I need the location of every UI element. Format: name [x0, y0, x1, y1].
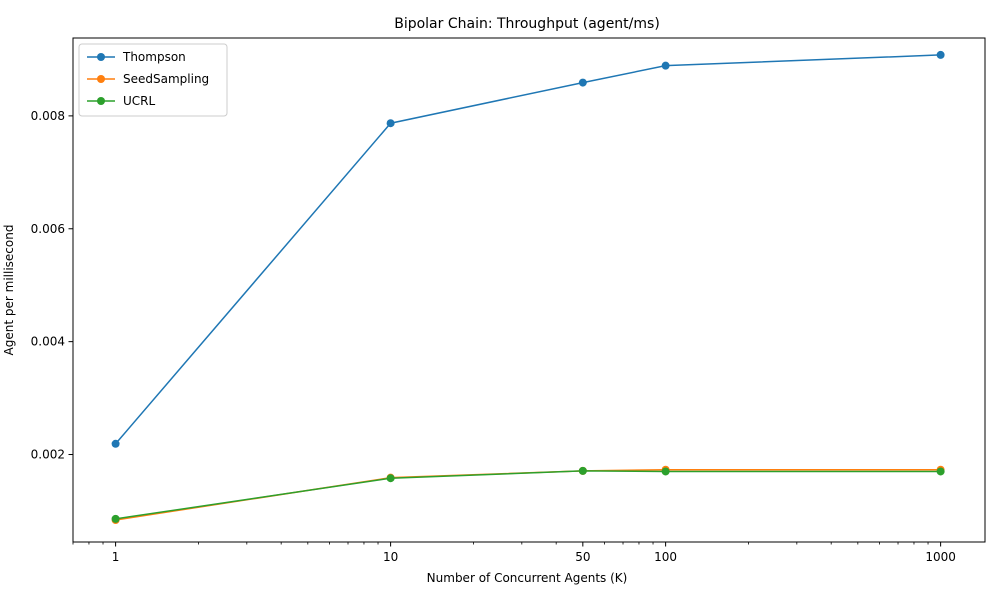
legend: Thompson SeedSampling UCRL: [78, 43, 228, 117]
x-tick-label: 1: [112, 550, 120, 564]
data-point-ucrl: [111, 514, 120, 523]
legend-box: [78, 43, 228, 117]
legend-marker-thompson: [97, 53, 105, 61]
y-tick-label: 0.008: [31, 109, 65, 123]
data-point-thompson: [661, 61, 670, 70]
legend-label-seedsampling: SeedSampling: [123, 72, 209, 86]
legend-item-thompson: Thompson: [87, 50, 186, 64]
legend-label-thompson: Thompson: [122, 50, 186, 64]
x-tick-label: 50: [575, 550, 590, 564]
x-tick-label: 1000: [925, 550, 956, 564]
series-thompson: [111, 50, 945, 448]
data-point-ucrl: [578, 466, 587, 475]
y-tick-label: 0.002: [31, 448, 65, 462]
legend-label-ucrl: UCRL: [123, 94, 156, 108]
data-point-thompson: [111, 439, 120, 448]
chart-title: Bipolar Chain: Throughput (agent/ms): [394, 16, 660, 32]
legend-marker-ucrl: [97, 97, 105, 105]
legend-item-seedsampling: SeedSampling: [87, 72, 209, 86]
data-point-ucrl: [386, 474, 395, 483]
data-point-ucrl: [936, 467, 945, 476]
y-tick-label: 0.004: [31, 335, 65, 349]
data-point-ucrl: [661, 467, 670, 476]
x-axis: 1 10 50 100 1000: [72, 542, 956, 564]
data-point-thompson: [386, 119, 395, 128]
series-line-seedsampling: [115, 469, 941, 521]
y-tick-label: 0.006: [31, 222, 65, 236]
data-point-thompson: [578, 78, 587, 87]
legend-item-ucrl: UCRL: [87, 94, 156, 108]
series-ucrl: [111, 466, 945, 523]
x-axis-label: Number of Concurrent Agents (K): [427, 571, 628, 585]
y-axis: 0.002 0.004 0.006 0.008: [31, 109, 73, 462]
legend-marker-seedsampling: [97, 75, 105, 83]
data-point-thompson: [936, 50, 945, 59]
series-line-thompson: [115, 54, 941, 445]
series-line-ucrl: [115, 470, 941, 520]
x-tick-label: 100: [654, 550, 677, 564]
series-layer: [111, 50, 945, 524]
plot-frame: [72, 37, 986, 543]
series-seedsampling: [111, 465, 945, 524]
x-tick-label: 10: [383, 550, 398, 564]
y-axis-label: Agent per millisecond: [2, 225, 16, 356]
